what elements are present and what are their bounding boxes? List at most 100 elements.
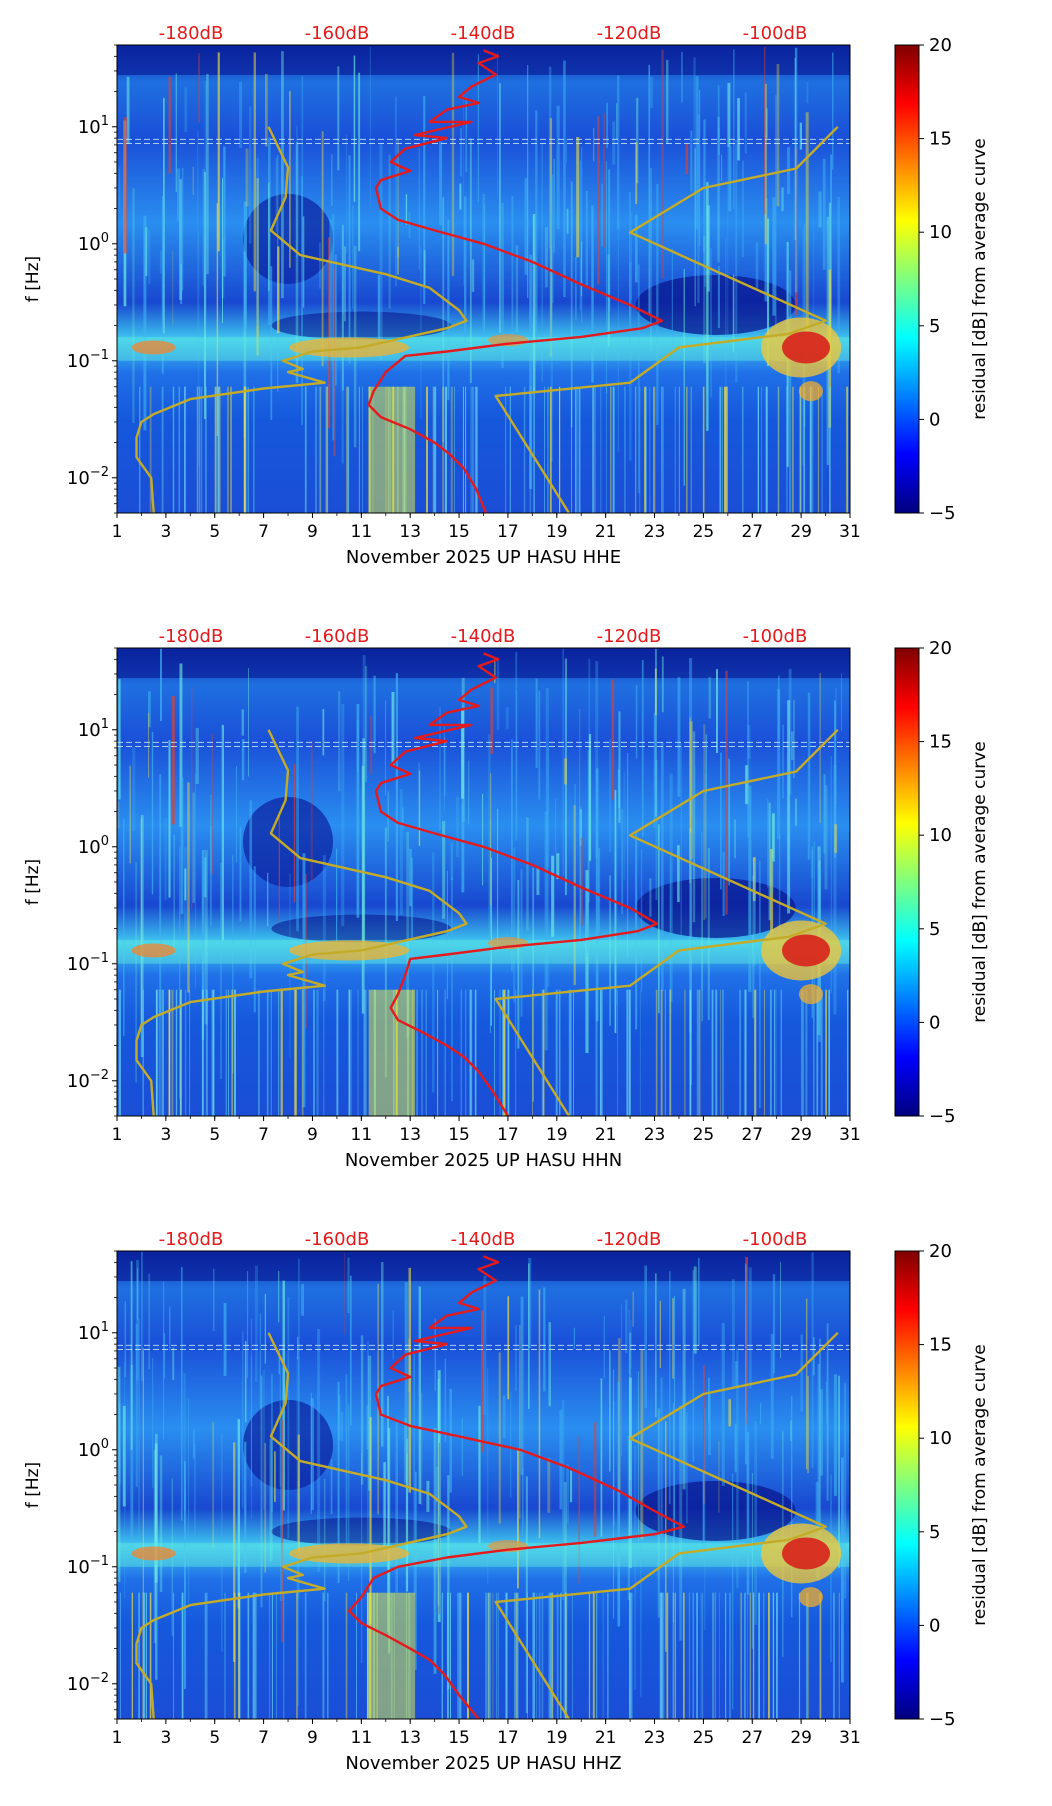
model-bound-curve-0 <box>494 728 839 1116</box>
colorbar-tick-label: 15 <box>929 1335 952 1356</box>
y-tick-label: 100 <box>78 1437 109 1461</box>
colorbar-tick-label: 0 <box>929 1615 940 1636</box>
colorbar-label: residual [dB] from average curve <box>970 741 990 1022</box>
y-tick-label: 101 <box>78 1320 109 1344</box>
db-scale-label: -140dB <box>451 626 516 647</box>
y-axis-label: f [Hz] <box>23 859 43 905</box>
colorbar-tick-label: 0 <box>929 1012 940 1033</box>
db-scale-label: -100dB <box>743 1229 808 1250</box>
x-tick-label: 21 <box>595 1728 617 1748</box>
db-scale-label: -160dB <box>305 23 370 44</box>
colorbar: −5 0 5 10 15 20 residual [dB] from average cur… <box>894 35 990 524</box>
x-tick-label: 3 <box>160 1728 171 1748</box>
x-tick-label: 17 <box>497 1728 519 1748</box>
model-bound-curve-0 <box>494 125 839 513</box>
x-tick-label: 9 <box>307 522 318 542</box>
x-tick-label: 27 <box>741 1728 763 1748</box>
y-tick-label: 100 <box>78 834 109 858</box>
x-tick-label: 1 <box>112 1728 123 1748</box>
median-psd-curve-0 <box>347 1255 686 1719</box>
db-scale-label: -180dB <box>159 626 224 647</box>
x-axis-label: November 2025 UP HASU HHN <box>345 1150 622 1171</box>
model-bound-curve-0 <box>494 1331 839 1719</box>
spectrogram-image <box>117 1251 850 1719</box>
colorbar-gradient <box>894 647 920 1117</box>
x-tick-label: 19 <box>546 1125 568 1145</box>
x-tick-label: 31 <box>839 1728 861 1748</box>
db-scale-label: -120dB <box>597 23 662 44</box>
colorbar: −5 0 5 10 15 20 residual [dB] from average cur… <box>894 638 990 1127</box>
x-tick-label: 27 <box>741 1125 763 1145</box>
x-tick-label: 13 <box>399 1125 421 1145</box>
colorbar-gradient <box>894 44 920 514</box>
spectrogram-image <box>117 648 850 1116</box>
colorbar-tick-label: 20 <box>929 35 952 56</box>
colorbar-tick-label: 5 <box>929 316 940 337</box>
panel-hhz: 1 3 5 7 9 11 13 15 17 19 21 23 25 27 29 3110−210−110010… <box>23 1229 990 1774</box>
x-tick-label: 21 <box>595 522 617 542</box>
x-tick-label: 23 <box>644 1125 666 1145</box>
x-tick-label: 15 <box>448 1728 470 1748</box>
y-tick-label: 101 <box>78 717 109 741</box>
x-tick-label: 11 <box>351 1125 373 1145</box>
colorbar-tick-label: 20 <box>929 1241 952 1262</box>
colorbar-tick-label: 10 <box>929 222 952 243</box>
x-tick-label: 3 <box>160 522 171 542</box>
x-tick-label: 3 <box>160 1125 171 1145</box>
x-tick-label: 17 <box>497 1125 519 1145</box>
colorbar-tick-label: 15 <box>929 732 952 753</box>
model-bound-curve-1 <box>135 126 468 513</box>
x-tick-label: 25 <box>693 1728 715 1748</box>
db-scale-label: -160dB <box>305 1229 370 1250</box>
x-tick-label: 13 <box>399 522 421 542</box>
x-tick-label: 29 <box>790 1728 812 1748</box>
colorbar-tick-label: 10 <box>929 1428 952 1449</box>
db-scale-label: -140dB <box>451 1229 516 1250</box>
x-tick-label: 5 <box>209 1728 220 1748</box>
db-scale-label: -100dB <box>743 626 808 647</box>
x-tick-label: 5 <box>209 1125 220 1145</box>
y-tick-label: 10−1 <box>67 1554 109 1578</box>
colorbar-tick-label: 20 <box>929 638 952 659</box>
y-tick-label: 10−2 <box>67 465 109 489</box>
panel-hhe: 1 3 5 7 9 11 13 15 17 19 21 23 25 27 29 3110−210−110010… <box>23 23 990 568</box>
x-tick-label: 29 <box>790 522 812 542</box>
x-tick-label: 1 <box>112 522 123 542</box>
colorbar-label: residual [dB] from average curve <box>970 1344 990 1625</box>
x-tick-label: 25 <box>693 522 715 542</box>
db-scale-label: -180dB <box>159 23 224 44</box>
x-tick-label: 1 <box>112 1125 123 1145</box>
x-tick-label: 15 <box>448 1125 470 1145</box>
x-tick-label: 23 <box>644 1728 666 1748</box>
x-axis-label: November 2025 UP HASU HHZ <box>345 1753 621 1774</box>
x-tick-label: 13 <box>399 1728 421 1748</box>
colorbar-tick-label: −5 <box>929 1106 956 1127</box>
y-axis-label: f [Hz] <box>23 256 43 302</box>
db-scale-label: -180dB <box>159 1229 224 1250</box>
colorbar-tick-label: 0 <box>929 409 940 430</box>
x-tick-label: 19 <box>546 522 568 542</box>
x-tick-label: 11 <box>351 522 373 542</box>
x-tick-label: 7 <box>258 522 269 542</box>
y-tick-label: 10−1 <box>67 348 109 372</box>
spectrogram-image <box>117 45 850 513</box>
colorbar-label: residual [dB] from average curve <box>970 138 990 419</box>
colorbar-tick-label: −5 <box>929 503 956 524</box>
y-tick-label: 100 <box>78 231 109 255</box>
x-tick-label: 29 <box>790 1125 812 1145</box>
model-bound-curve-1 <box>135 1332 468 1719</box>
y-tick-label: 10−2 <box>67 1671 109 1695</box>
median-psd-curve-0 <box>367 49 664 513</box>
x-tick-label: 9 <box>307 1125 318 1145</box>
x-tick-label: 31 <box>839 522 861 542</box>
median-psd-curve-0 <box>374 652 659 1116</box>
x-axis-label: November 2025 UP HASU HHE <box>346 547 621 568</box>
colorbar-tick-label: 15 <box>929 129 952 150</box>
db-scale-label: -140dB <box>451 23 516 44</box>
x-tick-label: 27 <box>741 522 763 542</box>
x-tick-label: 21 <box>595 1125 617 1145</box>
y-axis-label: f [Hz] <box>23 1462 43 1508</box>
x-tick-label: 17 <box>497 522 519 542</box>
x-tick-label: 19 <box>546 1728 568 1748</box>
